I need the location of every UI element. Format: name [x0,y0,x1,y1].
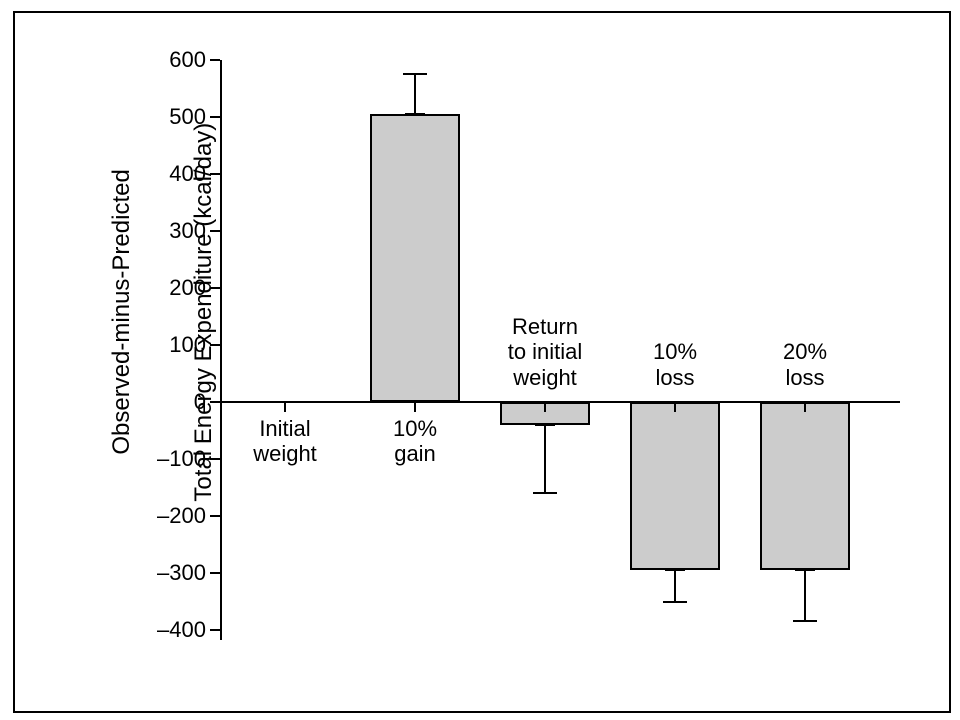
chart-canvas: Observed-minus-Predicted Total Energy Ex… [0,0,960,720]
y-tick-label: –200 [140,505,206,527]
y-tick-label: 200 [140,277,206,299]
y-tick-label: –300 [140,562,206,584]
errorbar-base-tick [405,113,425,115]
y-tick [210,59,220,61]
y-tick [210,401,220,403]
y-tick [210,458,220,460]
errorbar-stem [674,570,676,601]
y-tick [210,116,220,118]
errorbar-stem [804,570,806,621]
errorbar-stem [414,74,416,114]
bar [760,402,850,570]
bar [370,114,460,402]
errorbar-base-tick [665,569,685,571]
y-tick [210,572,220,574]
category-label: 10%loss [615,339,735,390]
errorbar-base-tick [795,569,815,571]
errorbar-cap [793,620,817,622]
category-label: 10%gain [355,416,475,467]
y-tick [210,287,220,289]
plot-area: –400–300–200–1000100200300400500600Initi… [220,60,900,630]
errorbar-cap [403,73,427,75]
errorbar-stem [544,425,546,493]
y-tick-label: 300 [140,220,206,242]
y-tick-label: 100 [140,334,206,356]
y-axis-label-line1: Observed-minus-Predicted [108,169,135,454]
x-tick [544,402,546,412]
y-tick [210,230,220,232]
bar [630,402,720,570]
x-tick [414,402,416,412]
category-label: Initialweight [225,416,345,467]
y-tick-label: –100 [140,448,206,470]
x-tick [284,402,286,412]
y-tick [210,344,220,346]
y-tick-label: –400 [140,619,206,641]
category-label: Returnto initialweight [485,314,605,390]
errorbar-base-tick [535,424,555,426]
y-tick [210,629,220,631]
y-tick [210,515,220,517]
y-axis-line [220,60,222,640]
x-tick [674,402,676,412]
y-tick-label: 400 [140,163,206,185]
category-label: 20%loss [745,339,865,390]
y-tick-label: 500 [140,106,206,128]
y-tick-label: 0 [140,391,206,413]
y-tick [210,173,220,175]
errorbar-cap [663,601,687,603]
y-tick-label: 600 [140,49,206,71]
x-tick [804,402,806,412]
errorbar-cap [533,492,557,494]
